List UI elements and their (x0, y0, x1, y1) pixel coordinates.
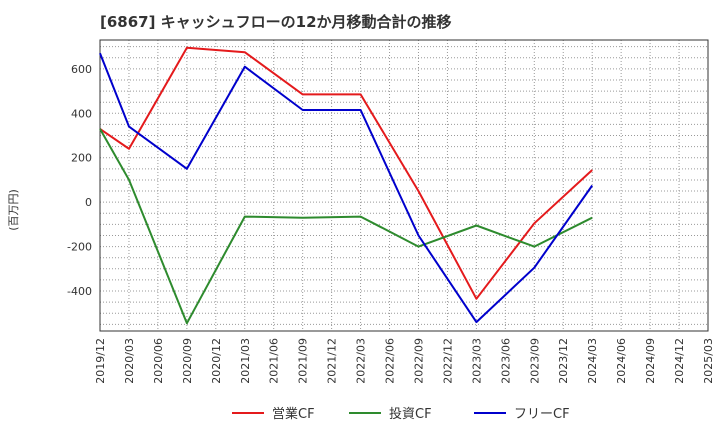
chart-title: [6867] キャッシュフローの12か月移動合計の推移 (100, 13, 452, 31)
x-tick-label: 2024/12 (673, 338, 686, 384)
x-tick-label: 2021/06 (268, 338, 281, 384)
legend-label: 投資CF (389, 406, 432, 422)
x-tick-label: 2022/03 (355, 338, 368, 384)
x-tick-label: 2021/03 (239, 338, 252, 384)
x-tick-label: 2020/06 (152, 338, 165, 384)
x-tick-label: 2021/12 (326, 338, 339, 384)
x-tick-label: 2022/09 (412, 338, 425, 384)
series-line (99, 46, 593, 300)
y-tick-label: -400 (67, 285, 92, 298)
y-tick-label: 400 (71, 107, 92, 120)
legend-label: 営業CF (272, 406, 315, 422)
x-tick-label: 2020/09 (181, 338, 194, 384)
x-tick-label: 2020/03 (123, 338, 136, 384)
x-tick-label: 2024/09 (644, 338, 657, 384)
plot-frame (99, 39, 709, 332)
y-tick-label: 0 (85, 196, 92, 209)
series-line (99, 128, 593, 325)
x-tick-label: 2020/12 (210, 338, 223, 384)
x-tick-label: 2024/06 (615, 338, 628, 384)
legend-label: フリーCF (514, 407, 570, 422)
x-tick-label: 2021/09 (297, 338, 310, 384)
y-tick-label: 600 (71, 63, 92, 76)
x-tick-label: 2023/09 (528, 338, 541, 384)
series-line (99, 52, 594, 324)
y-tick-label: -200 (67, 241, 92, 254)
x-tick-label: 2019/12 (94, 338, 107, 384)
x-tick-label: 2023/06 (499, 338, 512, 384)
x-tick-label: 2025/03 (702, 338, 715, 384)
x-tick-label: 2022/06 (384, 338, 397, 384)
x-tick-label: 2022/12 (441, 338, 454, 384)
x-tick-label: 2023/03 (470, 338, 483, 384)
y-tick-label: 200 (71, 152, 92, 165)
x-tick-label: 2024/03 (586, 338, 599, 384)
x-tick-label: 2023/12 (557, 338, 570, 384)
